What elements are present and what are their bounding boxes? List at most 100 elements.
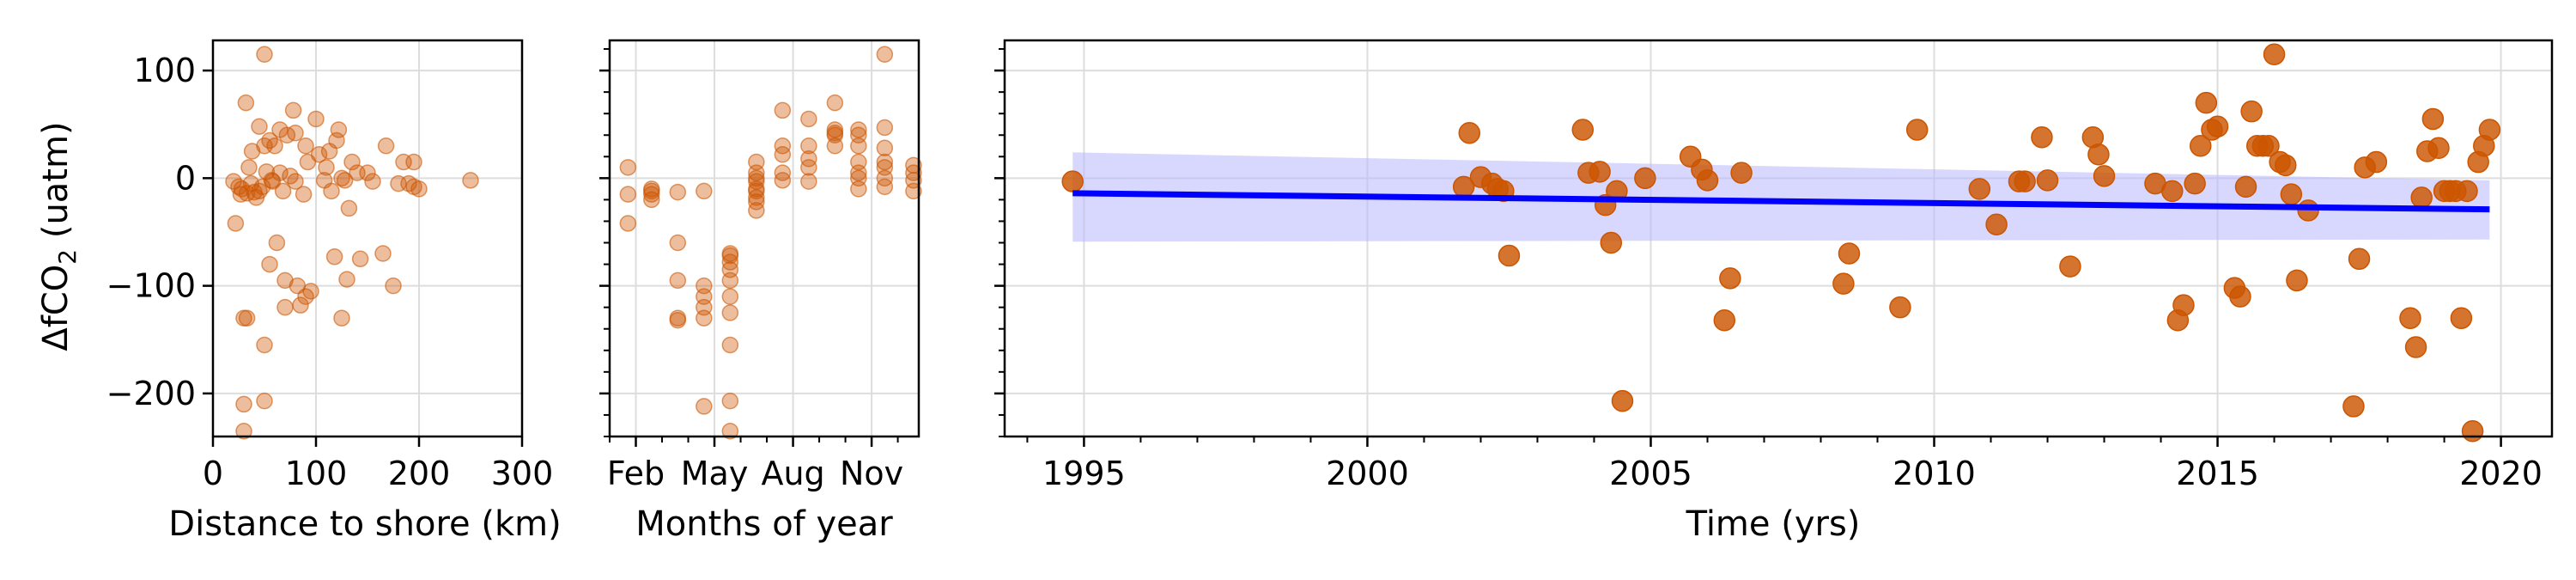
data-point — [2450, 307, 2473, 329]
data-point — [238, 309, 256, 327]
data-point — [359, 164, 376, 181]
x-axis-label-time: Time (yrs) — [1686, 504, 1861, 544]
data-point — [800, 150, 817, 168]
data-point — [284, 101, 302, 119]
data-point — [1832, 272, 1855, 295]
data-point — [2093, 165, 2116, 187]
data-point — [256, 392, 273, 410]
x-tick-label: 300 — [491, 455, 554, 492]
data-point — [266, 137, 283, 155]
data-point — [721, 336, 739, 354]
x-tick-label: Aug — [761, 455, 824, 492]
data-point — [336, 172, 354, 189]
data-point — [268, 234, 286, 252]
data-point — [1634, 167, 1656, 190]
data-point — [385, 277, 402, 295]
data-point — [1838, 242, 1861, 265]
data-point — [2342, 395, 2365, 418]
data-point — [2404, 336, 2427, 358]
data-point — [2297, 199, 2319, 222]
x-tick-label: 2000 — [1326, 455, 1409, 492]
y-tick-label: 0 — [175, 159, 196, 197]
data-point — [232, 186, 250, 203]
x-axis-label-distance: Distance to shore (km) — [168, 504, 561, 544]
data-point — [410, 180, 428, 198]
data-point — [748, 153, 765, 171]
data-point — [1713, 308, 1736, 332]
data-point — [330, 121, 348, 138]
data-point — [261, 255, 278, 273]
data-point — [274, 182, 292, 200]
data-point — [721, 422, 739, 440]
data-point — [1889, 296, 1911, 319]
y-tick-label: −200 — [106, 375, 196, 412]
data-point — [318, 159, 335, 176]
data-point — [2014, 170, 2036, 192]
data-point — [619, 215, 637, 232]
x-tick-label: 0 — [203, 455, 223, 492]
data-point — [826, 94, 844, 112]
panel-distance: 0 100 200 300 −200 −100 0 100 — [106, 39, 554, 492]
data-point — [2399, 307, 2421, 329]
data-point — [351, 250, 369, 268]
data-point — [256, 336, 273, 354]
data-point — [256, 46, 273, 64]
data-point — [643, 186, 660, 203]
data-point — [302, 283, 319, 300]
data-point — [1571, 119, 1595, 141]
data-point — [2421, 107, 2445, 131]
data-point — [297, 137, 314, 155]
data-point — [295, 186, 313, 203]
data-point — [1696, 169, 1719, 192]
data-point — [251, 118, 268, 135]
data-point — [2263, 43, 2286, 66]
data-point — [1985, 213, 2008, 235]
data-point — [405, 153, 422, 171]
data-point — [748, 202, 765, 219]
data-point — [669, 311, 687, 329]
data-point — [2427, 137, 2450, 160]
data-point — [1905, 119, 1929, 141]
data-point — [271, 164, 289, 181]
data-point — [287, 173, 304, 190]
data-point — [343, 153, 361, 171]
data-point — [1458, 121, 1481, 144]
data-point — [2257, 135, 2280, 157]
panel-time: 1995 2000 2005 2010 2015 2020 — [994, 39, 2554, 492]
data-point — [721, 247, 739, 265]
data-point — [876, 153, 894, 171]
data-point — [227, 215, 245, 232]
data-point — [2190, 135, 2212, 157]
data-point — [876, 46, 894, 64]
data-point — [850, 169, 867, 187]
data-point — [669, 234, 687, 252]
x-tick-label: 2005 — [1609, 455, 1692, 492]
data-point — [2172, 294, 2195, 316]
data-point — [748, 193, 765, 211]
axes-frame — [608, 39, 920, 438]
data-point — [876, 159, 894, 176]
x-tick-label: 200 — [388, 455, 451, 492]
data-point — [323, 182, 340, 200]
data-point — [696, 309, 713, 327]
data-point — [307, 110, 325, 128]
data-point — [2184, 172, 2206, 195]
data-point — [2456, 180, 2478, 203]
data-point — [1611, 389, 1634, 412]
data-point — [240, 159, 258, 176]
x-tick-label: May — [681, 455, 749, 492]
x-tick-label: 1995 — [1042, 455, 1126, 492]
axes-frame — [1003, 39, 2554, 438]
panel-months: Feb May Aug Nov — [599, 39, 922, 492]
data-point — [669, 183, 687, 201]
data-point — [826, 121, 844, 138]
data-point — [748, 169, 765, 187]
data-point — [2161, 180, 2184, 203]
data-point — [905, 156, 922, 174]
x-tick-label: 2020 — [2459, 455, 2543, 492]
data-point — [850, 121, 867, 138]
x-tick-label: Feb — [607, 455, 665, 492]
data-point — [2280, 183, 2303, 205]
data-point — [1968, 178, 1991, 200]
data-point — [364, 173, 381, 190]
